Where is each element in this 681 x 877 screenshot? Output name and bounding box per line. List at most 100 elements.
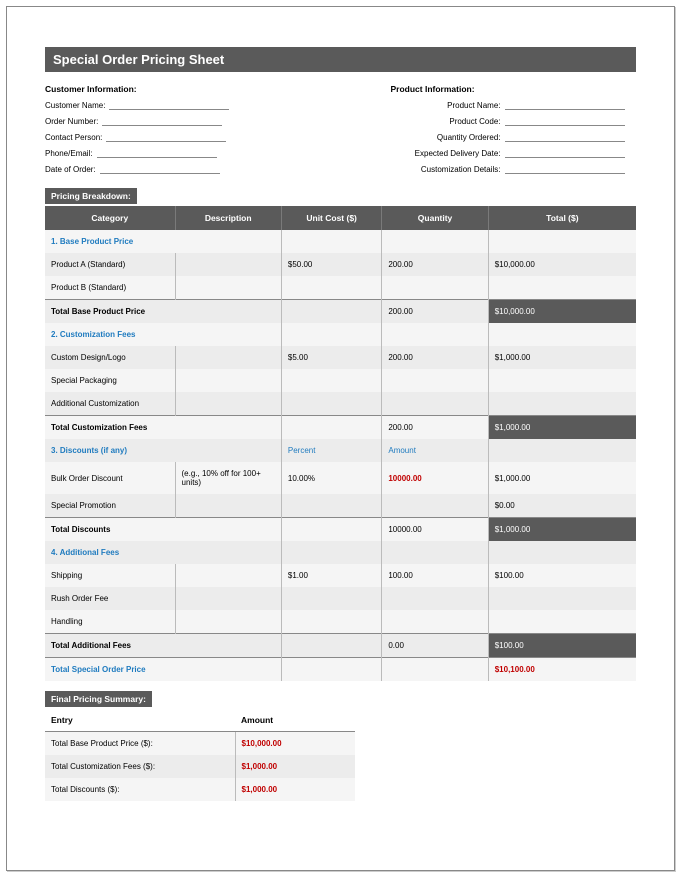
cell-category: Special Promotion [45,494,175,518]
cell-quantity [382,494,488,518]
cell-unit-cost [281,323,381,346]
cell-total [488,276,636,300]
table-row: Bulk Order Discount(e.g., 10% off for 10… [45,462,636,494]
field-input[interactable] [102,116,222,126]
section-heading: 1. Base Product Price [45,230,636,253]
cell-total [488,587,636,610]
table-row: Special Promotion $0.00 [45,494,636,518]
summary-entry: Total Customization Fees ($): [45,755,235,778]
field-input[interactable] [505,164,625,174]
cell-quantity: 0.00 [382,634,488,658]
cell-quantity [382,323,488,346]
section-heading: 4. Additional Fees [45,541,636,564]
field-label: Contact Person: [45,133,102,142]
field-input[interactable] [505,100,625,110]
field-input[interactable] [106,132,226,142]
cell-category: Total Additional Fees [45,634,281,658]
cell-unit-cost: $5.00 [281,346,381,369]
table-row: Special Packaging [45,369,636,392]
cell-unit-cost: $1.00 [281,564,381,587]
cell-category: Bulk Order Discount [45,462,175,494]
cell-description [175,276,281,300]
cell-total: $0.00 [488,494,636,518]
cell-category: Total Base Product Price [45,300,281,324]
cell-unit-cost [281,587,381,610]
cell-category: Total Customization Fees [45,416,281,440]
cell-total [488,323,636,346]
table-row: Additional Customization [45,392,636,416]
cell-quantity [382,610,488,634]
table-row: Product A (Standard)$50.00200.00$10,000.… [45,253,636,276]
col-unit-cost: Unit Cost ($) [281,206,381,230]
summary-entry: Total Discounts ($): [45,778,235,801]
field-input[interactable] [505,116,625,126]
field-label: Date of Order: [45,165,96,174]
summary-row: Total Base Product Price ($):$10,000.00 [45,732,355,756]
col-total: Total ($) [488,206,636,230]
table-row: Rush Order Fee [45,587,636,610]
cell-category: Total Special Order Price [45,658,281,682]
cell-category: Additional Customization [45,392,175,416]
cell-total [488,439,636,462]
summary-row: Total Customization Fees ($):$1,000.00 [45,755,355,778]
subtotal-row: Total Additional Fees0.00$100.00 [45,634,636,658]
cell-quantity: 100.00 [382,564,488,587]
cell-unit-cost [281,230,381,253]
cell-quantity [382,230,488,253]
cell-total [488,610,636,634]
cell-unit-cost [281,610,381,634]
section-heading: 2. Customization Fees [45,323,636,346]
field-input[interactable] [97,148,217,158]
summary-heading: Final Pricing Summary: [45,691,152,707]
customer-info: Customer Information: Customer Name: Ord… [45,84,341,180]
table-row: Product B (Standard) [45,276,636,300]
cell-total: $1,000.00 [488,462,636,494]
cell-description [175,392,281,416]
cell-description [175,564,281,587]
cell-total: $10,100.00 [488,658,636,682]
cell-description [175,494,281,518]
summary-entry: Total Base Product Price ($): [45,732,235,756]
cell-category: Shipping [45,564,175,587]
field-input[interactable] [505,148,625,158]
summary-table: Entry Amount Total Base Product Price ($… [45,709,355,801]
field-input[interactable] [505,132,625,142]
cell-category: Product A (Standard) [45,253,175,276]
cell-unit-cost [281,494,381,518]
summary-col-amount: Amount [235,709,355,732]
pricing-breakdown-label: Pricing Breakdown: [45,188,137,204]
cell-category: 2. Customization Fees [45,323,281,346]
summary-amount: $1,000.00 [235,778,355,801]
summary-col-entry: Entry [45,709,235,732]
cell-category: Product B (Standard) [45,276,175,300]
field-label: Order Number: [45,117,98,126]
cell-quantity: 10000.00 [382,462,488,494]
cell-quantity: 200.00 [382,416,488,440]
field-input[interactable] [109,100,229,110]
product-header: Product Information: [391,84,637,94]
summary-amount: $1,000.00 [235,755,355,778]
cell-quantity [382,541,488,564]
cell-unit-cost: $50.00 [281,253,381,276]
cell-unit-cost [281,658,381,682]
subtotal-row: Total Customization Fees200.00$1,000.00 [45,416,636,440]
customer-header: Customer Information: [45,84,341,94]
cell-category: 1. Base Product Price [45,230,281,253]
col-quantity: Quantity [382,206,488,230]
cell-category: Custom Design/Logo [45,346,175,369]
section-heading: 3. Discounts (if any)PercentAmount [45,439,636,462]
subtotal-row: Total Discounts10000.00$1,000.00 [45,518,636,542]
summary-amount: $10,000.00 [235,732,355,756]
pricing-table: Category Description Unit Cost ($) Quant… [45,206,636,681]
table-row: Shipping $1.00100.00$100.00 [45,564,636,587]
cell-total: $100.00 [488,564,636,587]
cell-total [488,392,636,416]
field-label: Phone/Email: [45,149,93,158]
cell-total [488,541,636,564]
cell-unit-cost [281,634,381,658]
cell-quantity [382,276,488,300]
cell-unit-cost [281,541,381,564]
field-input[interactable] [100,164,220,174]
field-label: Product Name: [341,101,501,110]
cell-description [175,253,281,276]
